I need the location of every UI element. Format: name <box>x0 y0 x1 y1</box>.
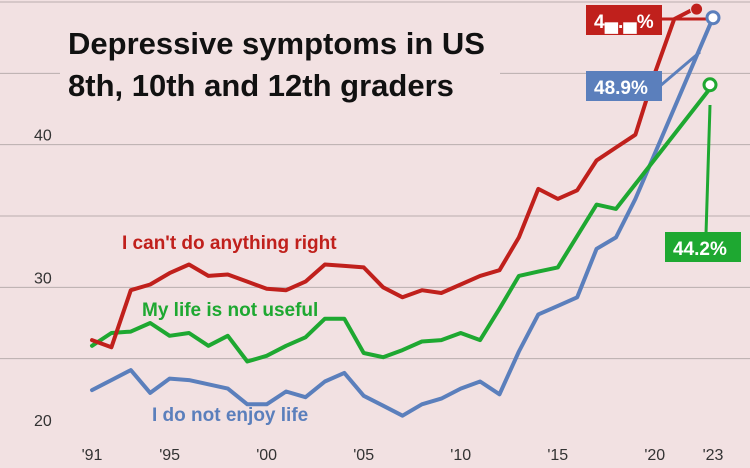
series-lines <box>90 7 715 418</box>
green-end-badge <box>665 232 741 262</box>
end-value-labels: 4▄.▄% 48.9% 44.2% <box>586 5 741 262</box>
green-end-value: 44.2% <box>673 239 727 260</box>
series-line-do-not-enjoy-life <box>90 15 715 418</box>
x-tick-label: '15 <box>547 447 568 464</box>
chart-title: Depressive symptoms in US 8th, 10th and … <box>60 22 500 108</box>
x-tick-label: '95 <box>159 447 180 464</box>
title-background <box>60 22 500 108</box>
blue-end-badge <box>586 71 662 101</box>
green-end-marker <box>702 77 718 93</box>
red-end-value: 4▄.▄% <box>594 12 654 34</box>
title-line-1: Depressive symptoms in US <box>68 26 485 61</box>
y-tick-label: 30 <box>34 270 52 287</box>
blue-end-connector <box>659 50 701 88</box>
series-line-life-not-useful <box>90 82 715 364</box>
x-tick-label: '00 <box>256 447 277 464</box>
red-end-badge <box>586 5 662 35</box>
series-label-life-not-useful: My life is not useful <box>142 300 318 321</box>
x-tick-label: '23 <box>703 447 724 464</box>
red-end-marker <box>690 2 704 16</box>
series-line-cant-do-anything-right <box>90 7 696 350</box>
x-tick-label: '10 <box>450 447 471 464</box>
green-end-connector <box>704 104 712 235</box>
x-tick-label: '20 <box>644 447 665 464</box>
series-label-do-not-enjoy-life: I do not enjoy life <box>152 405 308 426</box>
y-tick-label: 40 <box>34 128 52 145</box>
x-axis-ticks: '91 '95 '00 '05 '10 '15 '20 '23 <box>82 447 724 464</box>
x-tick-label: '91 <box>82 447 103 464</box>
series-labels: I can't do anything right My life is not… <box>122 233 337 426</box>
end-markers <box>690 2 721 93</box>
series-label-cant-do-anything-right: I can't do anything right <box>122 233 337 254</box>
title-line-2: 8th, 10th and 12th graders <box>68 68 454 103</box>
y-tick-label: 20 <box>34 413 52 430</box>
x-tick-label: '05 <box>353 447 374 464</box>
blue-end-value: 48.9% <box>594 78 648 99</box>
blue-end-marker <box>705 10 721 26</box>
y-axis-ticks: 20 30 40 50% <box>34 0 66 430</box>
y-tick-label: 50% <box>34 0 66 2</box>
